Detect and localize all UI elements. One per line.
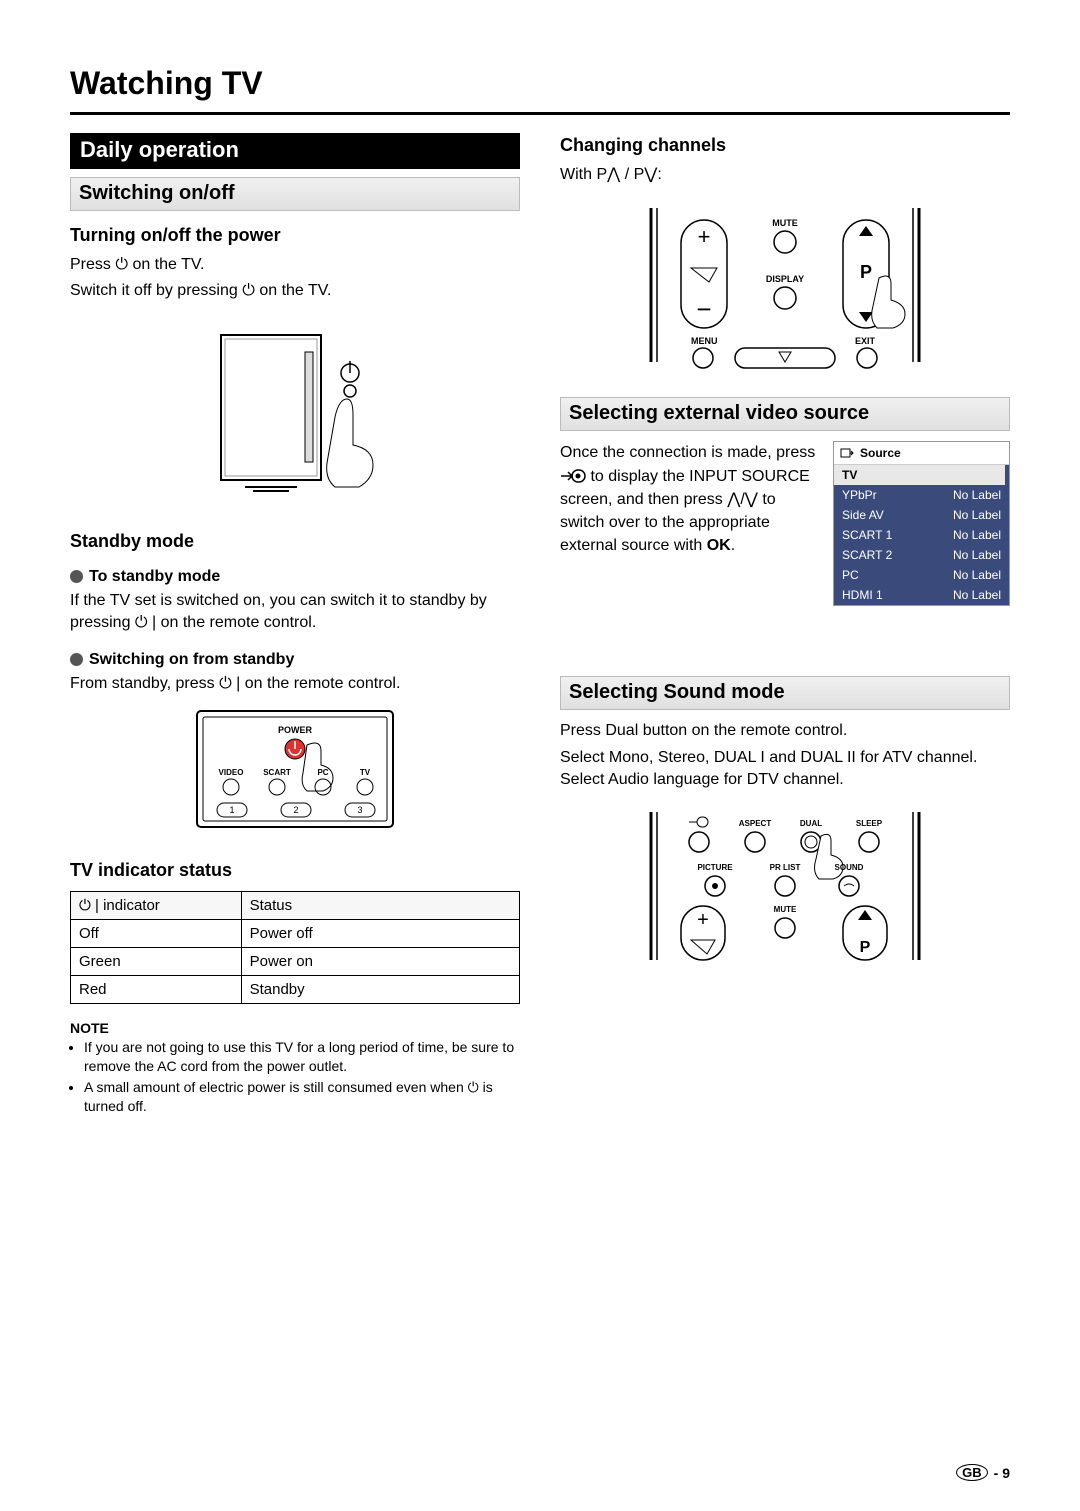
source-menu-row: Side AVNo Label xyxy=(834,505,1009,525)
remote-label-video: VIDEO xyxy=(219,768,244,777)
source-menu-title: Source xyxy=(860,446,901,460)
text-to-standby: If the TV set is switched on, you can sw… xyxy=(70,590,520,635)
label-from-standby: Switching on from standby xyxy=(89,651,294,669)
text-switch-off: Switch it off by pressing ⏻ on the TV. xyxy=(70,280,520,302)
remote-label-menu: MENU xyxy=(691,336,718,346)
note-heading: NOTE xyxy=(70,1020,520,1036)
bullet-to-standby: To standby mode xyxy=(70,568,520,586)
remote-label-tv: TV xyxy=(360,768,371,777)
title-rule xyxy=(70,112,1010,115)
remote-label-display: DISPLAY xyxy=(766,274,804,284)
remote-label-pc: PC xyxy=(317,768,328,777)
text-from-standby: From standby, press ⏻ | on the remote co… xyxy=(70,673,520,695)
cell-indicator: Off xyxy=(71,919,242,947)
source-menu-row: PCNo Label xyxy=(834,565,1009,585)
table-row: Red Standby xyxy=(71,975,520,1003)
remote-power-figure: POWER VIDEO SCART PC TV 1 xyxy=(195,709,395,834)
remote-label-sleep: SLEEP xyxy=(856,819,883,828)
source-menu-row: SCART 2No Label xyxy=(834,545,1009,565)
remote-label-prlist: PR LIST xyxy=(770,863,801,872)
table-header-indicator: ⏻ | indicator xyxy=(71,891,242,919)
heading-changing-channels: Changing channels xyxy=(560,135,1010,156)
text-sound-2: Select Mono, Stereo, DUAL I and DUAL II … xyxy=(560,747,1010,792)
remote-sound-figure: ASPECT DUAL SLEEP PICTURE PR LIST SOUND xyxy=(560,806,1010,971)
input-icon xyxy=(560,469,586,483)
remote-label-picture: PICTURE xyxy=(697,863,733,872)
text-press-tv: Press ⏻ on the TV. xyxy=(70,254,520,276)
right-column: Changing channels With P⋀ / P⋁: + − MUTE xyxy=(560,133,1010,1118)
table-header-status: Status xyxy=(241,891,519,919)
svg-text:+: + xyxy=(697,909,709,931)
remote-key-1: 1 xyxy=(229,805,234,815)
source-menu-header: Source xyxy=(834,442,1009,465)
remote-label-aspect: ASPECT xyxy=(739,819,772,828)
note-item: A small amount of electric power is stil… xyxy=(84,1078,520,1116)
table-row: Green Power on xyxy=(71,947,520,975)
remote-label-mute2: MUTE xyxy=(774,905,797,914)
table-row: Off Power off xyxy=(71,919,520,947)
bullet-dot-icon xyxy=(70,570,83,583)
footer-page-number: - 9 xyxy=(994,1465,1010,1481)
heading-standby-mode: Standby mode xyxy=(70,531,520,552)
label-to-standby: To standby mode xyxy=(89,568,220,586)
remote-label-p: P xyxy=(860,262,872,282)
left-column: Daily operation Switching on/off Turning… xyxy=(70,133,520,1118)
svg-text:−: − xyxy=(696,294,711,324)
section-daily-operation: Daily operation xyxy=(70,133,520,169)
remote-label-exit: EXIT xyxy=(855,336,876,346)
cell-status: Power off xyxy=(241,919,519,947)
remote-key-2: 2 xyxy=(293,805,298,815)
remote-label-scart: SCART xyxy=(263,768,291,777)
remote-channel-figure: + − MUTE DISPLAY P MENU xyxy=(560,200,1010,375)
footer-region: GB xyxy=(956,1464,988,1481)
heading-turning-power: Turning on/off the power xyxy=(70,225,520,246)
cell-indicator: Green xyxy=(71,947,242,975)
text-sound-1: Press Dual button on the remote control. xyxy=(560,720,1010,742)
indicator-status-table: ⏻ | indicator Status Off Power off Green… xyxy=(70,891,520,1004)
input-small-icon xyxy=(689,817,708,827)
heading-indicator-status: TV indicator status xyxy=(70,860,520,881)
remote-label-dual: DUAL xyxy=(800,819,822,828)
note-list: If you are not going to use this TV for … xyxy=(84,1038,520,1116)
source-icon xyxy=(840,447,854,459)
svg-text:+: + xyxy=(698,224,711,249)
source-menu: Source TV YPbPrNo Label Side AVNo Label … xyxy=(833,441,1010,606)
tv-diagram xyxy=(185,317,405,517)
page-footer: GB - 9 xyxy=(956,1464,1010,1481)
remote-label-mute: MUTE xyxy=(772,218,798,228)
page-title: Watching TV xyxy=(70,65,1010,102)
ok-label: OK xyxy=(707,537,731,554)
remote-label-power: POWER xyxy=(278,725,313,735)
source-menu-row: HDMI 1No Label xyxy=(834,585,1009,605)
section-sound-mode: Selecting Sound mode xyxy=(560,676,1010,710)
source-menu-selected: TV xyxy=(834,465,1009,485)
bullet-dot-icon xyxy=(70,653,83,666)
note-item: If you are not going to use this TV for … xyxy=(84,1038,520,1076)
remote-label-sound: SOUND xyxy=(835,863,864,872)
remote-key-3: 3 xyxy=(357,805,362,815)
remote-label-p2: P xyxy=(860,939,871,956)
bullet-from-standby: Switching on from standby xyxy=(70,651,520,669)
text-changing-channels: With P⋀ / P⋁: xyxy=(560,164,1010,186)
source-menu-row: SCART 1No Label xyxy=(834,525,1009,545)
section-external-source: Selecting external video source xyxy=(560,397,1010,431)
source-menu-row: YPbPrNo Label xyxy=(834,485,1009,505)
cell-indicator: Red xyxy=(71,975,242,1003)
cell-status: Power on xyxy=(241,947,519,975)
section-switching: Switching on/off xyxy=(70,177,520,211)
cell-status: Standby xyxy=(241,975,519,1003)
